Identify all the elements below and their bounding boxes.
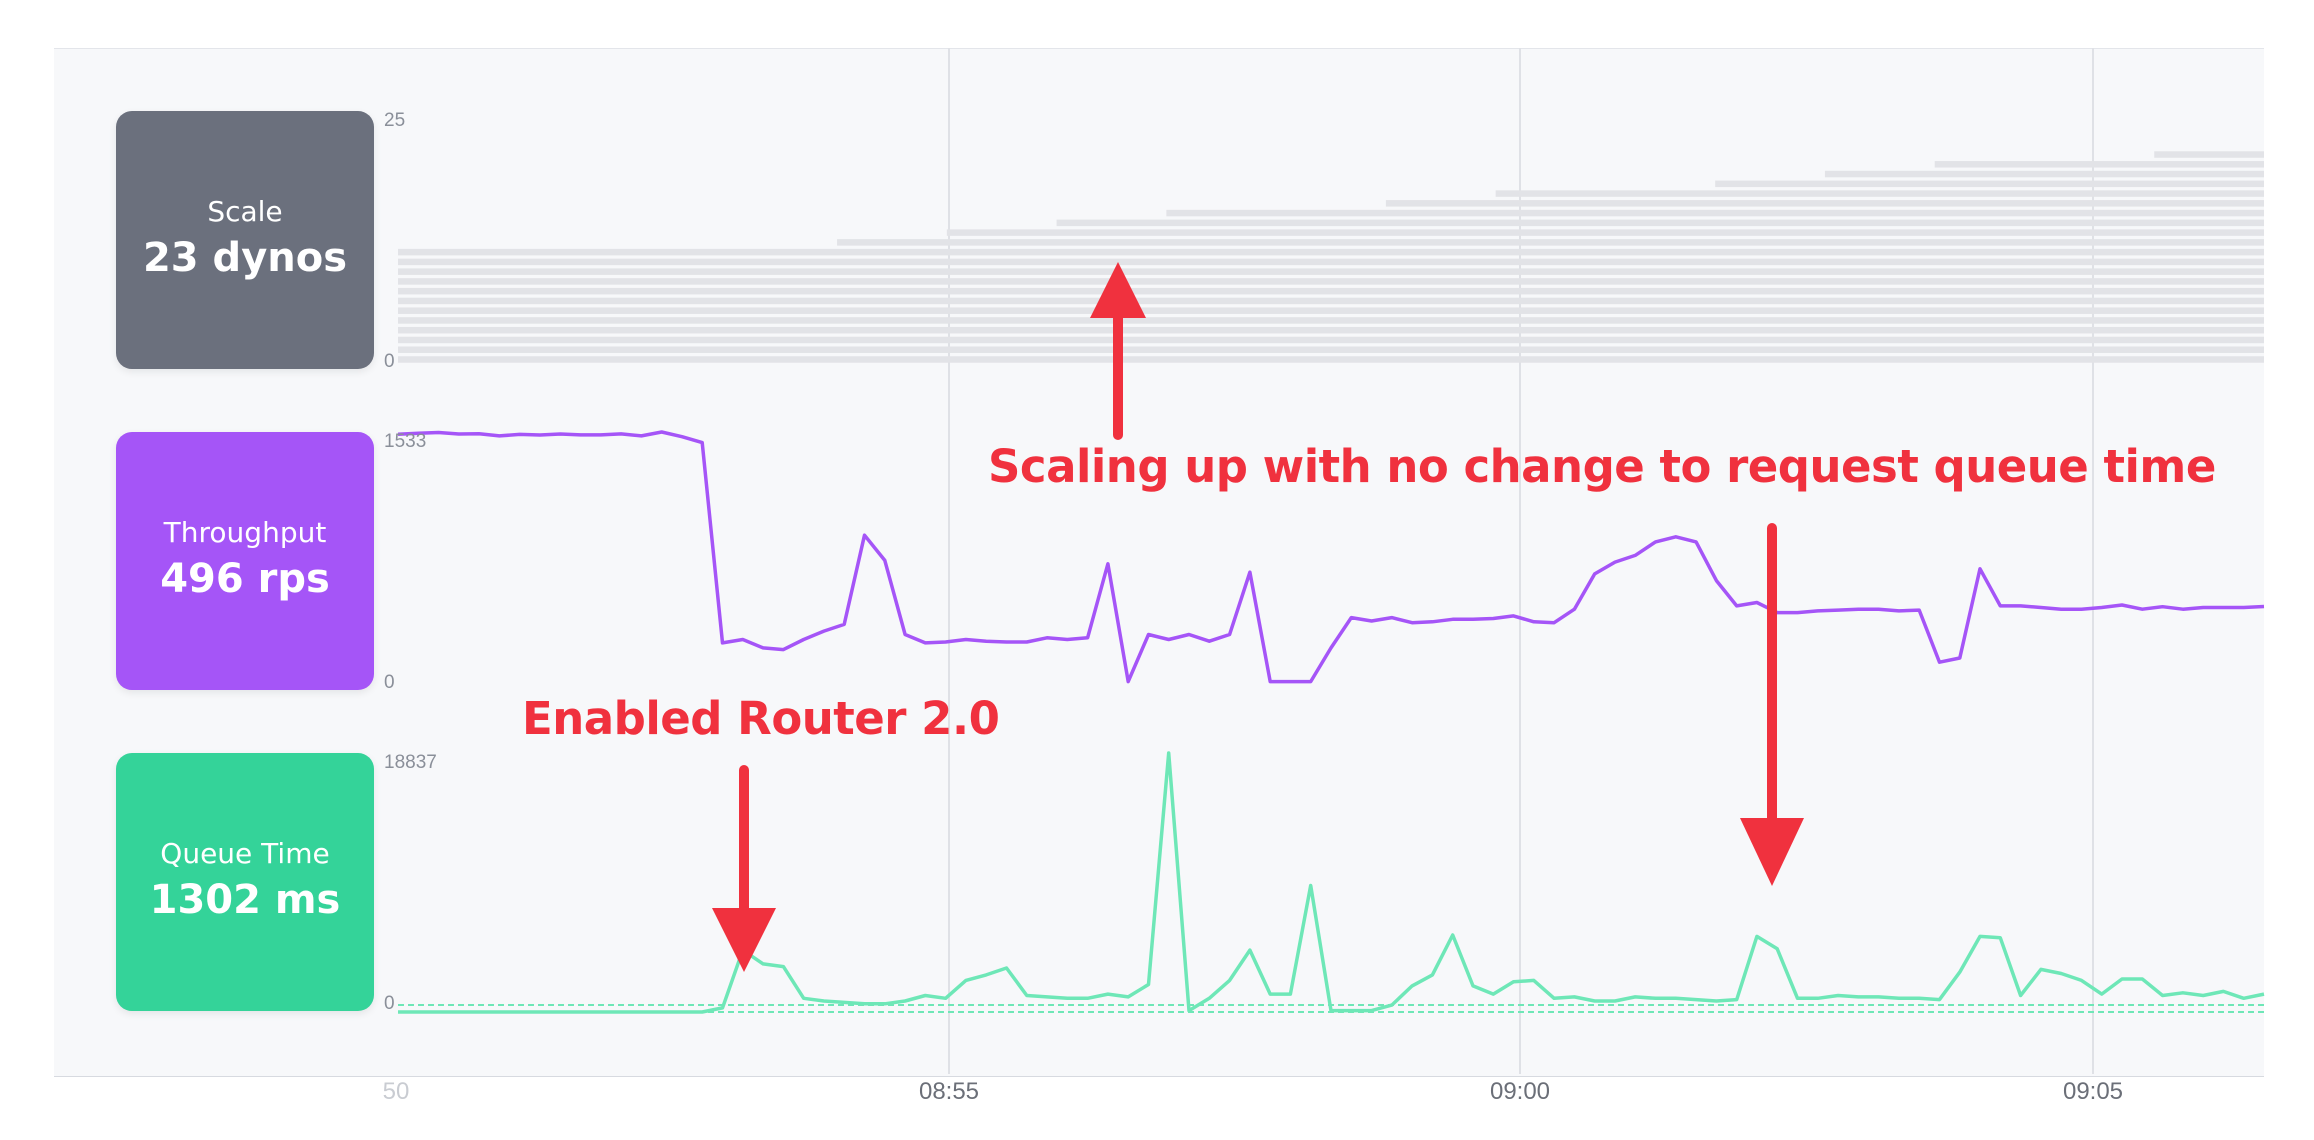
queue-time-line: [398, 751, 2265, 1014]
scale-bar: [398, 278, 2264, 285]
queue-axis-min: 0: [384, 993, 395, 1014]
router-annotation: Enabled Router 2.0: [522, 692, 1000, 745]
scale-bar: [1715, 180, 2264, 188]
scale-bar: [837, 239, 2264, 246]
scale-bar: [946, 229, 2265, 236]
scale-axis-min: 0: [384, 351, 395, 372]
scale-bar: [398, 287, 2264, 295]
scale-bar: [398, 317, 2264, 324]
scale-bar: [398, 336, 2264, 344]
arrow-head-down-icon: [712, 908, 776, 972]
time-grid-lines: [948, 48, 2094, 1074]
throughput-value: 496 rps: [160, 556, 330, 602]
arrow-head-up-icon: [1090, 262, 1146, 318]
scale-bar: [1934, 161, 2264, 168]
scale-bar: [1056, 219, 2264, 227]
scale-bar: [2154, 151, 2264, 158]
scale-card[interactable]: Scale 23 dynos: [116, 111, 374, 369]
scale-axis-max: 25: [384, 110, 406, 131]
scale-bar: [398, 307, 2264, 314]
queue-time-card[interactable]: Queue Time 1302 ms: [116, 753, 374, 1011]
scale-bar: [1824, 170, 2264, 178]
queue-axis-max: 18837: [384, 752, 437, 773]
scale-bars: [398, 151, 2265, 363]
scale-bar: [398, 258, 2264, 266]
time-tick-0: 50: [382, 1078, 410, 1105]
scale-bar: [398, 297, 2264, 305]
scale-bar: [398, 268, 2264, 275]
scale-bar: [398, 326, 2264, 334]
throughput-axis-max: 1533: [384, 431, 427, 452]
queue-time-value: 1302 ms: [149, 877, 341, 923]
scale-label: Scale: [207, 195, 283, 228]
arrow-head-down-icon: [1740, 818, 1804, 886]
throughput-card[interactable]: Throughput 496 rps: [116, 432, 374, 690]
scale-bar: [1166, 209, 2264, 217]
scale-bar: [398, 356, 2264, 363]
scale-bar: [1495, 190, 2264, 197]
scale-bar: [398, 248, 2264, 256]
time-tick-3: 09:05: [2062, 1078, 2124, 1105]
annotation-arrows: [712, 262, 1804, 972]
scale-value: 23 dynos: [142, 235, 348, 281]
throughput-line: [397, 430, 2265, 684]
chart-panel: [54, 48, 2264, 1077]
time-tick-2: 09:00: [1489, 1078, 1551, 1105]
throughput-axis-min: 0: [384, 672, 395, 693]
scale-bar: [398, 346, 2264, 353]
throughput-label: Throughput: [163, 516, 327, 549]
queue-time-label: Queue Time: [160, 837, 330, 870]
time-tick-1: 08:55: [918, 1078, 980, 1105]
scaling-annotation: Scaling up with no change to request que…: [988, 440, 2216, 493]
scale-bar: [1385, 200, 2264, 207]
